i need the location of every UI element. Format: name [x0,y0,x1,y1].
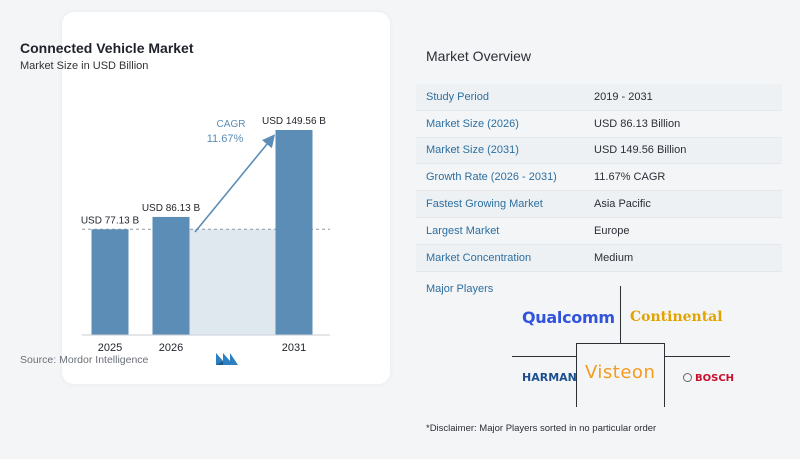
overview-table: Study Period 2019 - 2031 Market Size (20… [416,84,782,272]
logo-divider [512,356,576,357]
overview-value: USD 149.56 Billion [594,144,687,157]
bosch-logo-text: BOSCH [695,373,735,384]
data-label-2026: USD 86.13 B [142,203,201,214]
logo-divider [576,343,577,407]
qualcomm-logo: Qualcomm [522,308,615,327]
data-label-2031: USD 149.56 B [262,116,326,127]
overview-row: Study Period 2019 - 2031 [416,84,782,111]
overview-row: Market Size (2026) USD 86.13 Billion [416,111,782,138]
data-label-2025: USD 77.13 B [81,215,140,226]
bar-chart: USD 77.13 B 2025 USD 86.13 B 2026 USD 149.56… [81,116,330,354]
overview-value: Medium [594,251,634,264]
bar-2025 [91,229,129,335]
overview-row: Market Size (2031) USD 149.56 Billion [416,137,782,165]
x-tick-2031: 2031 [282,342,306,354]
x-tick-2026: 2026 [159,342,183,354]
mordor-logo-icon [216,353,238,365]
overview-value: Europe [594,224,630,237]
overview-row: Market Concentration Medium [416,244,782,272]
overview-value: 11.67% CAGR [594,171,666,184]
source-note: Source: Mordor Intelligence [20,354,149,366]
bosch-armature-icon [683,373,692,382]
visteon-logo: Visteon [585,362,656,383]
logo-divider [664,343,665,407]
harman-logo: HARMAN [522,371,577,384]
bar-2026 [152,216,190,335]
overview-label: Market Concentration [426,251,532,264]
disclaimer: *Disclaimer: Major Players sorted in no … [426,423,657,434]
bar-2031 [275,130,313,335]
growth-band [189,229,276,335]
chart-title: Connected Vehicle Market [20,40,194,56]
overview-title: Market Overview [426,48,532,64]
logo-divider [664,356,730,357]
overview-label: Fastest Growing Market [426,198,543,211]
continental-logo: Continental [630,309,723,325]
logo-divider [620,286,621,343]
overview-label: Market Size (2031) [426,144,519,157]
cagr-arrow [194,134,276,233]
cagr-value: 11.67% [207,133,244,145]
overview-label: Market Size (2026) [426,117,519,130]
cagr-label: CAGR [217,119,246,130]
overview-value: Asia Pacific [594,198,651,211]
logo-divider [576,343,665,344]
bosch-logo: BOSCH [683,373,734,384]
x-tick-2025: 2025 [98,342,122,354]
overview-row: Largest Market Europe [416,218,782,245]
overview-label: Study Period [426,90,489,103]
overview-row: Growth Rate (2026 - 2031) 11.67% CAGR [416,164,782,192]
overview-row: Fastest Growing Market Asia Pacific [416,191,782,218]
overview-value: 2019 - 2031 [594,90,653,103]
chart-subtitle: Market Size in USD Billion [20,60,149,72]
overview-label: Largest Market [426,224,500,237]
overview-label: Growth Rate (2026 - 2031) [426,171,557,184]
overview-value: USD 86.13 Billion [594,117,681,130]
players-title: Major Players [426,283,494,295]
